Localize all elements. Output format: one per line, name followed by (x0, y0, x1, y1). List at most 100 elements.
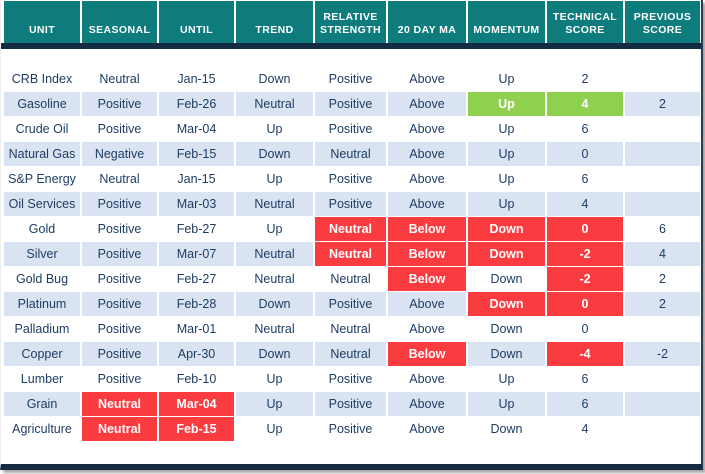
cell-natural-gas-relative-strength: Neutral (315, 142, 386, 167)
cell-copper-seasonal: Positive (82, 342, 157, 367)
cell-platinum-previous-score: 2 (625, 292, 700, 317)
cell-palladium-technical-score: 0 (547, 317, 623, 342)
cell-crb-index-technical-score: 2 (547, 67, 623, 92)
cell-gasoline-previous-score: 2 (625, 92, 700, 117)
cell-grain-trend: Up (236, 392, 313, 417)
cell-platinum-trend: Down (236, 292, 313, 317)
cell-palladium-unit: Palladium (4, 317, 80, 342)
cell-platinum-momentum: Down (468, 292, 545, 317)
cell-lumber-technical-score: 6 (547, 367, 623, 392)
cell-copper-unit: Copper (4, 342, 80, 367)
cell-agriculture-trend: Up (236, 417, 313, 442)
cell-crude-oil-trend: Up (236, 117, 313, 142)
cell-silver-technical-score: -2 (547, 242, 623, 267)
column-header-relative-strength: RELATIVE STRENGTH (315, 1, 386, 43)
cell-crude-oil-previous-score (625, 117, 700, 142)
cell-gold-technical-score: 0 (547, 217, 623, 242)
cell-oil-services-20-day-ma: Above (388, 192, 466, 217)
cell-crb-index-trend: Down (236, 67, 313, 92)
cell-oil-services-relative-strength: Positive (315, 192, 386, 217)
cell-agriculture-unit: Agriculture (4, 417, 80, 442)
cell-lumber-unit: Lumber (4, 367, 80, 392)
cell-gasoline-20-day-ma: Above (388, 92, 466, 117)
cell-copper-relative-strength: Neutral (315, 342, 386, 367)
cell-grain-until: Mar-04 (159, 392, 234, 417)
cell-natural-gas-until: Feb-15 (159, 142, 234, 167)
cell-natural-gas-momentum: Up (468, 142, 545, 167)
cell-silver-unit: Silver (4, 242, 80, 267)
cell-palladium-relative-strength: Neutral (315, 317, 386, 342)
cell-copper-previous-score: -2 (625, 342, 700, 367)
cell-silver-previous-score: 4 (625, 242, 700, 267)
cell-crb-index-unit: CRB Index (4, 67, 80, 92)
cell-gold-bug-20-day-ma: Below (388, 267, 466, 292)
cell-s-p-energy-20-day-ma: Above (388, 167, 466, 192)
cell-crude-oil-seasonal: Positive (82, 117, 157, 142)
cell-gold-bug-until: Feb-27 (159, 267, 234, 292)
cell-silver-20-day-ma: Below (388, 242, 466, 267)
cell-gold-relative-strength: Neutral (315, 217, 386, 242)
cell-crb-index-20-day-ma: Above (388, 67, 466, 92)
cell-gold-bug-relative-strength: Neutral (315, 267, 386, 292)
cell-s-p-energy-technical-score: 6 (547, 167, 623, 192)
cell-crb-index-previous-score (625, 67, 700, 92)
column-header-momentum: MOMENTUM (468, 1, 545, 43)
cell-lumber-previous-score (625, 367, 700, 392)
cell-crb-index-seasonal: Neutral (82, 67, 157, 92)
cell-s-p-energy-seasonal: Neutral (82, 167, 157, 192)
cell-agriculture-previous-score (625, 417, 700, 442)
cell-gold-bug-trend: Neutral (236, 267, 313, 292)
column-header-20-day-ma: 20 DAY MA (388, 1, 466, 43)
column-header-technical-score: TECHNICAL SCORE (547, 1, 623, 43)
column-header-unit: UNIT (4, 1, 80, 43)
cell-gasoline-seasonal: Positive (82, 92, 157, 117)
cell-grain-20-day-ma: Above (388, 392, 466, 417)
column-header-seasonal: SEASONAL (82, 1, 157, 43)
cell-gold-bug-unit: Gold Bug (4, 267, 80, 292)
cell-gold-momentum: Down (468, 217, 545, 242)
cell-palladium-previous-score (625, 317, 700, 342)
cell-gasoline-trend: Neutral (236, 92, 313, 117)
cell-s-p-energy-momentum: Up (468, 167, 545, 192)
cell-natural-gas-unit: Natural Gas (4, 142, 80, 167)
header-divider (1, 43, 701, 49)
cell-s-p-energy-unit: S&P Energy (4, 167, 80, 192)
cell-crude-oil-until: Mar-04 (159, 117, 234, 142)
cell-gold-until: Feb-27 (159, 217, 234, 242)
cell-gold-bug-momentum: Down (468, 267, 545, 292)
cell-silver-relative-strength: Neutral (315, 242, 386, 267)
cell-copper-momentum: Down (468, 342, 545, 367)
cell-silver-momentum: Down (468, 242, 545, 267)
cell-oil-services-until: Mar-03 (159, 192, 234, 217)
cell-grain-relative-strength: Positive (315, 392, 386, 417)
cell-palladium-trend: Neutral (236, 317, 313, 342)
cell-s-p-energy-previous-score (625, 167, 700, 192)
cell-platinum-until: Feb-28 (159, 292, 234, 317)
cell-crb-index-relative-strength: Positive (315, 67, 386, 92)
cell-gold-bug-previous-score: 2 (625, 267, 700, 292)
cell-gold-previous-score: 6 (625, 217, 700, 242)
cell-agriculture-20-day-ma: Above (388, 417, 466, 442)
cell-lumber-trend: Up (236, 367, 313, 392)
cell-platinum-20-day-ma: Above (388, 292, 466, 317)
cell-natural-gas-seasonal: Negative (82, 142, 157, 167)
cell-grain-seasonal: Neutral (82, 392, 157, 417)
column-header-until: UNTIL (159, 1, 234, 43)
cell-natural-gas-trend: Down (236, 142, 313, 167)
cell-copper-20-day-ma: Below (388, 342, 466, 367)
cell-gasoline-unit: Gasoline (4, 92, 80, 117)
cell-s-p-energy-trend: Up (236, 167, 313, 192)
cell-agriculture-until: Feb-15 (159, 417, 234, 442)
cell-s-p-energy-until: Jan-15 (159, 167, 234, 192)
column-header-trend: TREND (236, 1, 313, 43)
cell-lumber-seasonal: Positive (82, 367, 157, 392)
cell-crude-oil-momentum: Up (468, 117, 545, 142)
cell-oil-services-previous-score (625, 192, 700, 217)
cell-gasoline-momentum: Up (468, 92, 545, 117)
cell-palladium-20-day-ma: Above (388, 317, 466, 342)
cell-palladium-until: Mar-01 (159, 317, 234, 342)
cell-lumber-until: Feb-10 (159, 367, 234, 392)
cell-natural-gas-previous-score (625, 142, 700, 167)
cell-gold-unit: Gold (4, 217, 80, 242)
